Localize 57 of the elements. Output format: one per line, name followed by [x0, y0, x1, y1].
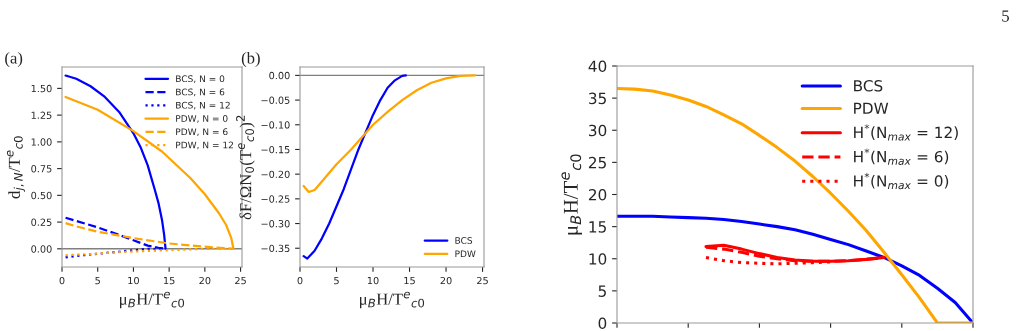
y-tick-label: 25	[588, 156, 606, 169]
y-tick-label: −0.25	[261, 195, 290, 203]
y-axis-title: δF/ΩN$_{0}$(T$^{e}$$_{c0}$)$^{2}$	[236, 115, 255, 220]
y-tick-label: −0.15	[261, 145, 290, 154]
legend-label: BCS, N = 6	[176, 88, 225, 97]
y-tick-label: 0.75	[31, 165, 52, 173]
y-tick-label: −0.30	[261, 220, 290, 228]
text: 5	[1002, 10, 1009, 22]
y-axis-title: d$_{j,N}$/T$^{e}$$_{c0}$	[6, 136, 25, 199]
chart-title: (b)	[241, 51, 260, 67]
x-tick-label: 15	[164, 277, 175, 285]
y-tick-label: −0.05	[261, 96, 290, 104]
x-tick-label: 25	[477, 276, 488, 285]
legend-label: H$^{*}$(N$_{max}$ = 6)	[854, 148, 949, 165]
y-tick-label: −0.35	[261, 244, 290, 253]
y-tick-label: 0	[598, 317, 607, 330]
x-tick-label: 0	[59, 276, 65, 285]
legend-label: BCS	[854, 80, 883, 92]
y-tick-label: 30	[589, 124, 607, 137]
x-tick-label: 10	[367, 276, 379, 285]
x-tick-label: 15	[404, 277, 415, 285]
x-tick-label: 20	[199, 276, 211, 285]
y-tick-label: 20	[588, 188, 607, 201]
y-tick-label: 1.25	[31, 111, 52, 119]
x-tick-label: 25	[235, 276, 246, 285]
y-tick-label: 1.00	[31, 138, 52, 146]
y-tick-label: 0.00	[269, 71, 290, 80]
chart-title: (a)	[5, 51, 23, 67]
y-axis-title: μ$_{B}$H/T$^{e}$$_{c0}$	[561, 154, 583, 235]
y-tick-label: 1.50	[31, 84, 52, 93]
x-axis-title: μ$_{B}$H/T$^{e}$$_{c0}$	[360, 291, 425, 309]
y-tick-label: 0.50	[31, 191, 52, 200]
y-tick-label: 0.25	[31, 218, 52, 226]
y-tick-label: 35	[589, 92, 606, 105]
x-tick-label: 20	[440, 276, 452, 285]
x-tick-label: 0	[297, 276, 303, 285]
y-tick-label: −0.10	[261, 121, 290, 129]
x-tick-label: 5	[95, 277, 100, 285]
legend-label: BCS	[455, 237, 473, 244]
legend-label: PDW	[854, 102, 889, 114]
y-tick-label: 5	[598, 285, 606, 297]
legend-label: PDW, N = 0	[176, 115, 228, 123]
x-tick-label: 10	[128, 276, 139, 285]
legend-label: H$^{*}$(N$_{max}$ = 0)	[854, 172, 949, 190]
y-tick-label: 10	[589, 253, 607, 265]
legend-label: PDW, N = 12	[176, 141, 233, 150]
x-axis-title: μ$_{B}$H/T$^{e}$$_{c0}$	[120, 291, 185, 309]
legend-label: PDW, N = 6	[176, 128, 228, 137]
y-tick-label: −0.20	[261, 170, 290, 178]
legend-label: BCS, N = 0	[176, 75, 225, 84]
y-tick-label: 15	[589, 221, 606, 233]
y-tick-label: 40	[588, 60, 607, 73]
legend-label: BCS, N = 12	[176, 101, 230, 110]
legend-label: H$^{*}$(N$_{max}$ = 12)	[854, 124, 958, 141]
y-tick-label: 0.00	[31, 245, 52, 253]
legend-label: PDW	[455, 250, 476, 257]
x-tick-label: 5	[334, 277, 339, 285]
